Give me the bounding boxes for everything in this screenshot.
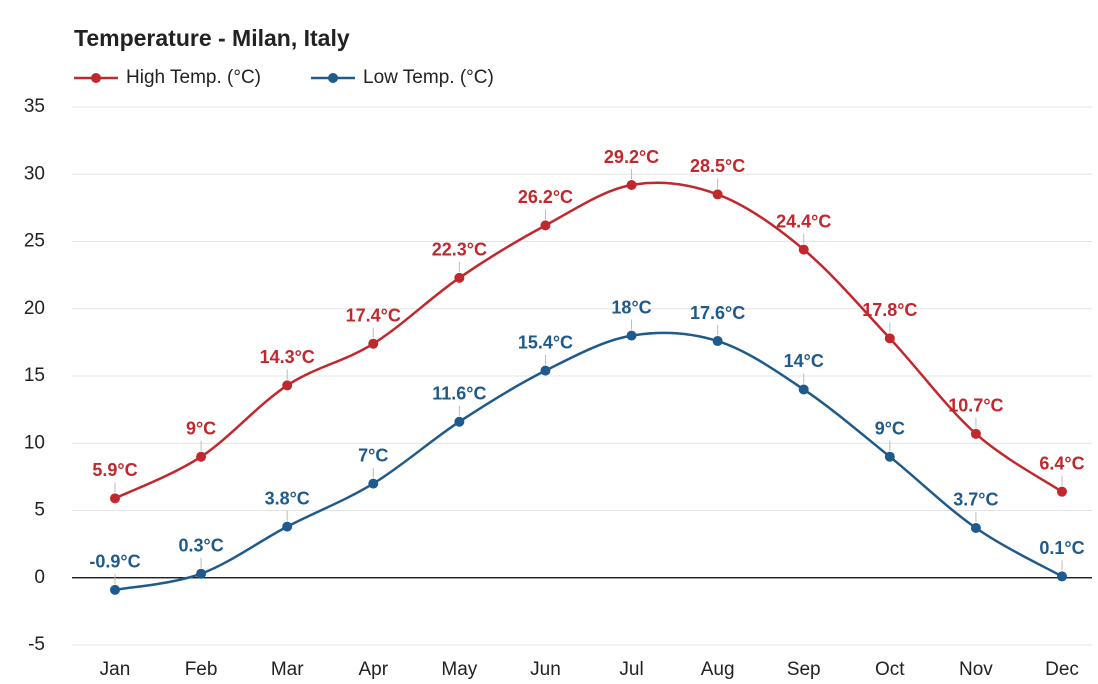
- data-label: 3.8°C: [265, 488, 310, 508]
- x-tick-label: Feb: [185, 659, 218, 680]
- legend-label: High Temp. (°C): [126, 67, 261, 88]
- data-label: -0.9°C: [89, 552, 140, 572]
- point: [454, 272, 465, 283]
- point: [540, 365, 551, 376]
- data-label: 15.4°C: [518, 332, 573, 352]
- x-tick-label: Jul: [619, 659, 643, 680]
- data-label: 7°C: [358, 445, 388, 465]
- point: [1057, 486, 1067, 497]
- data-label: 5.9°C: [92, 460, 137, 480]
- series-line: [114, 181, 1063, 500]
- data-label: 14.3°C: [260, 347, 315, 367]
- legend-label: Low Temp. (°C): [363, 67, 494, 88]
- data-label: 22.3°C: [432, 240, 487, 260]
- x-tick-label: Mar: [271, 659, 304, 680]
- y-tick-label: 5: [34, 500, 45, 521]
- y-tick-label: 10: [24, 432, 45, 453]
- data-label: 29.2°C: [604, 147, 659, 167]
- data-label: 26.2°C: [518, 187, 573, 207]
- x-tick-label: Oct: [875, 659, 905, 680]
- point: [884, 333, 895, 344]
- point: [110, 493, 120, 504]
- x-tick-label: Dec: [1045, 659, 1079, 680]
- point: [798, 244, 809, 255]
- data-label: 0.3°C: [178, 535, 223, 555]
- y-tick-label: 20: [24, 298, 45, 319]
- x-tick-label: Aug: [701, 659, 735, 680]
- point: [282, 380, 293, 391]
- point: [970, 428, 981, 439]
- legend-marker: [328, 73, 339, 83]
- legend-marker: [91, 73, 101, 83]
- point: [110, 584, 120, 595]
- data-label: 24.4°C: [776, 211, 831, 231]
- point: [454, 416, 465, 427]
- point: [884, 451, 895, 462]
- point: [196, 568, 207, 579]
- y-tick-label: 30: [24, 163, 45, 184]
- point: [1057, 571, 1067, 582]
- x-tick-label: Apr: [358, 659, 388, 680]
- data-label: 9°C: [186, 418, 216, 438]
- x-tick-label: Jan: [100, 659, 131, 680]
- y-tick-label: 25: [24, 231, 45, 252]
- point: [540, 220, 551, 231]
- data-label: 10.7°C: [948, 396, 1003, 416]
- data-label: 28.5°C: [690, 156, 745, 176]
- x-tick-label: Jun: [530, 659, 561, 680]
- chart-title: Temperature - Milan, Italy: [74, 25, 350, 51]
- x-tick-label: May: [441, 659, 477, 680]
- point: [368, 338, 379, 349]
- point: [196, 451, 207, 462]
- data-label: 18°C: [611, 297, 651, 317]
- point: [970, 522, 981, 533]
- data-label: 17.8°C: [862, 300, 917, 320]
- point: [626, 330, 637, 341]
- y-tick-label: 0: [34, 567, 45, 588]
- data-label: 0.1°C: [1039, 538, 1084, 558]
- y-tick-label: -5: [28, 634, 45, 655]
- point: [712, 189, 723, 200]
- data-label: 3.7°C: [953, 490, 998, 510]
- data-label: 11.6°C: [432, 383, 486, 403]
- y-tick-label: 35: [24, 96, 45, 117]
- data-label: 17.4°C: [346, 305, 401, 325]
- point: [368, 478, 379, 489]
- data-label: 6.4°C: [1039, 453, 1084, 473]
- data-label: 14°C: [784, 351, 824, 371]
- data-label: 17.6°C: [690, 303, 745, 323]
- point: [712, 336, 723, 347]
- point: [798, 384, 809, 395]
- point: [282, 521, 293, 532]
- y-tick-label: 15: [24, 365, 45, 386]
- x-tick-label: Nov: [959, 659, 993, 680]
- x-tick-label: Sep: [787, 659, 821, 680]
- data-label: 9°C: [875, 418, 905, 438]
- point: [626, 180, 637, 191]
